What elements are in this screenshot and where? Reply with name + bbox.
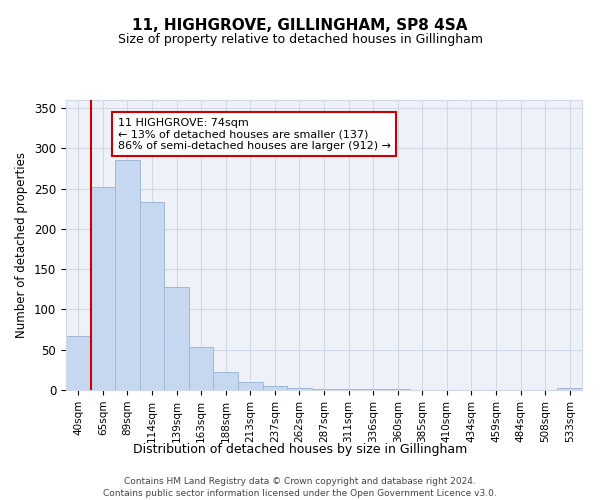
Text: Contains HM Land Registry data © Crown copyright and database right 2024.: Contains HM Land Registry data © Crown c… bbox=[124, 478, 476, 486]
Bar bbox=[238, 382, 263, 390]
Text: Distribution of detached houses by size in Gillingham: Distribution of detached houses by size … bbox=[133, 442, 467, 456]
Y-axis label: Number of detached properties: Number of detached properties bbox=[16, 152, 28, 338]
Text: Contains public sector information licensed under the Open Government Licence v3: Contains public sector information licen… bbox=[103, 489, 497, 498]
Bar bbox=[164, 287, 189, 390]
Bar bbox=[336, 389, 361, 390]
Bar bbox=[115, 160, 140, 390]
Text: 11 HIGHGROVE: 74sqm
← 13% of detached houses are smaller (137)
86% of semi-detac: 11 HIGHGROVE: 74sqm ← 13% of detached ho… bbox=[118, 118, 391, 151]
Bar bbox=[140, 202, 164, 390]
Bar bbox=[312, 389, 336, 390]
Bar bbox=[91, 187, 115, 390]
Bar bbox=[557, 388, 582, 390]
Bar bbox=[263, 386, 287, 390]
Bar bbox=[214, 372, 238, 390]
Bar bbox=[385, 389, 410, 390]
Bar bbox=[287, 388, 312, 390]
Bar bbox=[66, 336, 91, 390]
Bar bbox=[361, 389, 385, 390]
Bar bbox=[189, 348, 214, 390]
Text: Size of property relative to detached houses in Gillingham: Size of property relative to detached ho… bbox=[118, 32, 482, 46]
Text: 11, HIGHGROVE, GILLINGHAM, SP8 4SA: 11, HIGHGROVE, GILLINGHAM, SP8 4SA bbox=[132, 18, 468, 32]
